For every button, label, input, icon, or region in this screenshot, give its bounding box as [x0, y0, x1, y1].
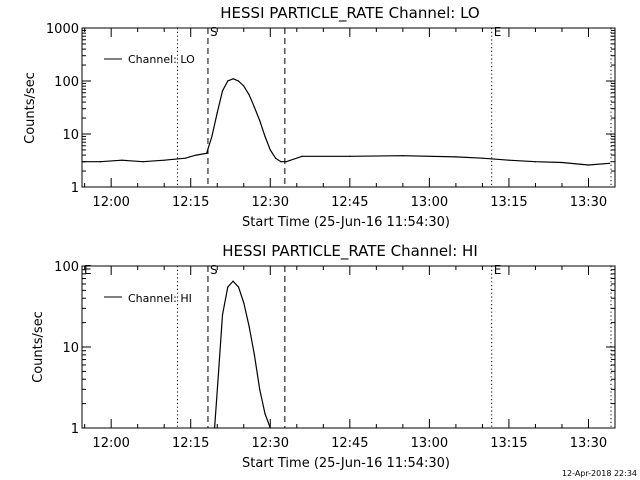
lo-data-point — [264, 135, 266, 138]
lo-data-point — [280, 161, 282, 163]
hi-y-tick-label: 10 — [62, 341, 79, 356]
hi-series-line — [214, 280, 271, 429]
hi-event-marker-label: E — [84, 263, 92, 277]
lo-x-tick-label: 12:00 — [92, 195, 129, 210]
lo-y-tick-label: 1000 — [46, 22, 79, 37]
lo-event-marker-label: E — [494, 25, 502, 39]
lo-event-marker-label: S — [210, 25, 218, 39]
lo-data-point — [121, 159, 123, 161]
lo-data-point — [163, 159, 165, 161]
hi-x-tick-label: 12:45 — [331, 436, 368, 451]
lo-data-point — [232, 78, 234, 80]
hi-legend-label: Channel: HI — [128, 292, 192, 305]
lo-x-tick-label: 13:15 — [490, 195, 527, 210]
lo-data-point — [142, 161, 144, 163]
hi-y-tick-label: 100 — [54, 260, 79, 275]
lo-data-point — [184, 157, 187, 159]
hi-data-point — [264, 413, 266, 415]
lo-data-point — [253, 106, 255, 108]
hi-channel-panel: HESSI PARTICLE_RATE Channel: HI Start Ti… — [31, 242, 616, 471]
hi-x-axis-label: Start Time (25-Jun-16 11:54:30) — [242, 456, 450, 471]
lo-data-point — [508, 159, 510, 161]
lo-y-axis-label: Counts/sec — [23, 72, 38, 144]
hi-plot-frame — [81, 265, 616, 429]
lo-data-point — [587, 164, 590, 166]
lo-data-point — [216, 112, 218, 114]
lo-data-point — [349, 155, 351, 157]
hi-data-point — [227, 286, 229, 288]
hi-x-tick-label: 12:00 — [92, 436, 129, 451]
lo-data-point — [534, 161, 537, 163]
lo-x-tick-label: 13:00 — [411, 195, 448, 210]
hi-y-axis-label: Counts/sec — [31, 311, 46, 383]
hi-data-point — [243, 302, 245, 304]
lo-data-point — [402, 155, 404, 157]
hi-event-marker-label: E — [494, 263, 502, 277]
lo-legend-label: Channel: LO — [128, 53, 195, 66]
lo-data-point — [248, 94, 250, 96]
hi-data-point — [217, 370, 220, 372]
lo-x-axis-label: Start Time (25-Jun-16 11:54:30) — [242, 215, 450, 230]
lo-series-line — [82, 78, 610, 166]
lo-data-point — [269, 149, 271, 151]
hi-event-marker-label: S — [210, 263, 218, 277]
lo-data-point — [243, 85, 245, 87]
lo-data-point — [227, 80, 229, 82]
lo-x-tick-label: 12:45 — [331, 195, 368, 210]
lo-data-point — [609, 162, 611, 164]
lo-data-point — [259, 119, 261, 122]
lo-y-tick-label: 10 — [62, 128, 79, 143]
hi-x-tick-label: 13:00 — [411, 436, 448, 451]
hi-data-point — [237, 286, 240, 288]
hi-data-point — [259, 388, 261, 390]
generation-timestamp: 12-Apr-2018 22:34 — [562, 469, 637, 478]
hi-x-tick-label: 13:15 — [490, 436, 527, 451]
lo-x-tick-label: 12:30 — [252, 195, 289, 210]
lo-channel-panel: HESSI PARTICLE_RATE Channel: LO Start Ti… — [23, 4, 616, 230]
lo-data-point — [99, 161, 102, 163]
hi-data-point — [221, 314, 224, 316]
hi-y-tick-label: 1 — [71, 422, 79, 437]
lo-plot-frame — [81, 27, 616, 188]
lo-data-point — [301, 155, 303, 157]
hi-data-point — [269, 427, 271, 429]
hi-data-point — [213, 427, 216, 429]
lo-x-tick-label: 12:15 — [172, 195, 209, 210]
hi-x-tick-label: 13:30 — [570, 436, 607, 451]
hi-data-point — [232, 280, 234, 282]
lo-data-point — [81, 161, 83, 163]
lo-data-point — [455, 156, 457, 158]
lo-data-point — [481, 157, 484, 159]
lo-data-point — [195, 154, 197, 156]
hi-chart-title: HESSI PARTICLE_RATE Channel: HI — [222, 242, 478, 261]
lo-data-point — [211, 135, 213, 138]
lo-y-tick-label: 100 — [54, 75, 79, 90]
hi-data-point — [253, 354, 255, 356]
hi-data-point — [248, 325, 250, 327]
lo-data-point — [285, 161, 287, 163]
lo-data-point — [237, 80, 240, 82]
hi-x-tick-label: 12:15 — [172, 436, 209, 451]
lo-x-tick-label: 13:30 — [570, 195, 607, 210]
hi-x-tick-label: 12:30 — [252, 436, 289, 451]
lo-data-point — [206, 152, 208, 155]
lo-chart-title: HESSI PARTICLE_RATE Channel: LO — [220, 4, 479, 23]
lo-y-tick-label: 1 — [71, 181, 79, 196]
lo-data-point — [561, 161, 563, 164]
lo-data-point — [221, 90, 224, 92]
lo-data-point — [274, 157, 277, 159]
